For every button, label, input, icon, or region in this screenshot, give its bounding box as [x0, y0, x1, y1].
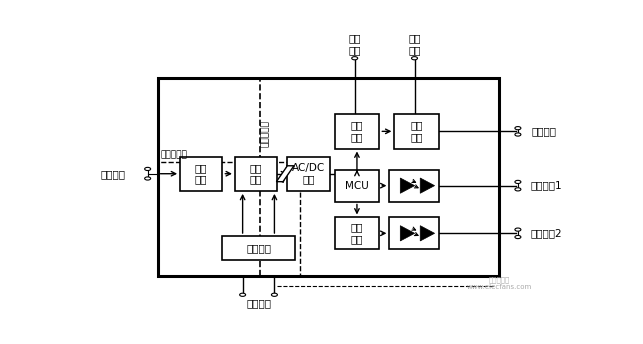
Circle shape — [515, 188, 521, 191]
Bar — [394, 114, 439, 149]
Text: 内部隔离区: 内部隔离区 — [261, 120, 270, 147]
Bar — [334, 170, 379, 202]
Circle shape — [240, 293, 246, 297]
Text: 显示
电路: 显示 电路 — [350, 223, 363, 244]
Circle shape — [515, 235, 521, 239]
Bar — [158, 78, 499, 276]
Circle shape — [515, 127, 521, 130]
Text: 输出
电路: 输出 电路 — [410, 120, 423, 142]
Text: 调节
电路: 调节 电路 — [350, 120, 363, 142]
Text: 隔离
电路: 隔离 电路 — [249, 163, 262, 184]
Circle shape — [515, 180, 521, 183]
Text: 零点
调节: 零点 调节 — [408, 33, 421, 55]
Circle shape — [145, 168, 150, 171]
Bar — [334, 217, 379, 249]
Text: 信号输出: 信号输出 — [531, 126, 556, 136]
Text: 输入
电路: 输入 电路 — [195, 163, 208, 184]
Bar — [390, 170, 439, 202]
Polygon shape — [401, 226, 415, 241]
Text: 报警输出1: 报警输出1 — [530, 181, 562, 191]
Polygon shape — [421, 226, 435, 241]
Text: 隔离电源: 隔离电源 — [246, 243, 271, 253]
Bar — [390, 217, 439, 249]
Bar — [287, 157, 330, 191]
Text: AC/DC
转换: AC/DC 转换 — [292, 163, 325, 184]
Circle shape — [271, 293, 277, 297]
Polygon shape — [276, 166, 294, 182]
Circle shape — [515, 133, 521, 136]
Bar — [158, 162, 300, 276]
Text: 报警输出2: 报警输出2 — [530, 228, 562, 238]
Circle shape — [145, 177, 150, 180]
Text: 信号输入: 信号输入 — [100, 169, 125, 179]
Polygon shape — [421, 178, 435, 193]
Text: 幅值
调节: 幅值 调节 — [349, 33, 361, 55]
Polygon shape — [401, 178, 415, 193]
Text: 电子发烧友
www.elecfans.com: 电子发烧友 www.elecfans.com — [466, 277, 532, 290]
Text: MCU: MCU — [345, 181, 369, 191]
Circle shape — [412, 57, 417, 60]
Bar — [222, 236, 294, 260]
Circle shape — [352, 57, 358, 60]
Bar — [334, 114, 379, 149]
Text: 辅助电源: 辅助电源 — [246, 298, 271, 308]
Circle shape — [515, 228, 521, 231]
Bar — [180, 157, 222, 191]
Text: 内部隔离带: 内部隔离带 — [160, 151, 187, 160]
Bar — [235, 157, 277, 191]
